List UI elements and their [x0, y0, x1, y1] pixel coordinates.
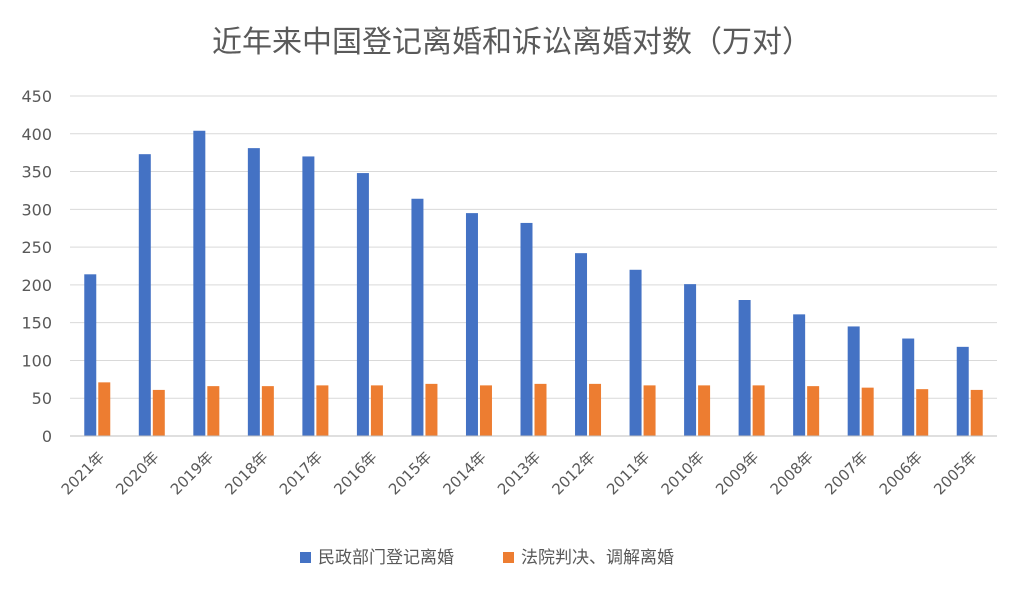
- bar-registered-divorce: [247, 148, 260, 436]
- bar-registered-divorce: [738, 300, 751, 436]
- bar-registered-divorce: [793, 314, 806, 436]
- bar-registered-divorce: [302, 156, 315, 436]
- x-tick-label: 2016年: [330, 448, 380, 498]
- bar-court-divorce: [98, 382, 111, 436]
- bar-registered-divorce: [520, 222, 533, 436]
- x-tick-label: 2020年: [112, 448, 162, 498]
- bar-court-divorce: [479, 385, 492, 436]
- bar-registered-divorce: [193, 130, 206, 436]
- bar-court-divorce: [207, 386, 220, 436]
- y-axis-ticks: 0 50 100 150 200 250 300 350 400 450: [21, 87, 52, 446]
- bar-court-divorce: [752, 385, 765, 436]
- x-tick-label: 2008年: [767, 448, 817, 498]
- bar-court-divorce: [698, 385, 711, 436]
- x-tick-label: 2011年: [603, 448, 653, 498]
- chart-title: 近年来中国登记离婚和诉讼离婚对数（万对）: [212, 25, 812, 60]
- bar-registered-divorce: [629, 269, 642, 436]
- bar-registered-divorce: [575, 253, 588, 436]
- x-tick-label: 2009年: [712, 448, 762, 498]
- x-tick-label: 2006年: [876, 448, 926, 498]
- x-tick-label: 2013年: [494, 448, 544, 498]
- bar-court-divorce: [643, 385, 656, 436]
- y-tick-label: 200: [21, 276, 52, 295]
- legend: 民政部门登记离婚 法院判决、调解离婚: [300, 548, 674, 568]
- gridlines: [70, 95, 997, 399]
- legend-swatch: [300, 552, 311, 563]
- bar-registered-divorce: [356, 173, 369, 437]
- y-tick-label: 100: [21, 351, 52, 370]
- y-tick-label: 0: [42, 427, 52, 446]
- bar-court-divorce: [370, 385, 383, 436]
- bar-court-divorce: [916, 389, 929, 436]
- bar-registered-divorce: [84, 274, 97, 436]
- x-tick-label: 2018年: [221, 448, 271, 498]
- y-tick-label: 50: [32, 389, 52, 408]
- x-tick-label: 2019年: [167, 448, 217, 498]
- y-tick-label: 400: [21, 125, 52, 144]
- bar-court-divorce: [970, 389, 983, 436]
- y-tick-label: 150: [21, 314, 52, 333]
- legend-swatch: [503, 552, 514, 563]
- bar-registered-divorce: [847, 326, 860, 436]
- bar-court-divorce: [425, 383, 438, 436]
- bar-court-divorce: [152, 389, 165, 436]
- x-tick-label: 2007年: [821, 448, 871, 498]
- x-axis: 2021年 2020年 2019年 2018年 2017年 2016年 2015年 2014年…: [58, 435, 997, 498]
- legend-label: 法院判决、调解离婚: [521, 548, 674, 568]
- bar-court-divorce: [316, 385, 329, 436]
- bar-court-divorce: [589, 383, 602, 436]
- bar-court-divorce: [534, 383, 547, 436]
- x-tick-label: 2005年: [930, 448, 980, 498]
- bar-registered-divorce: [411, 198, 424, 436]
- bar-registered-divorce: [956, 346, 969, 436]
- x-tick-label: 2010年: [658, 448, 708, 498]
- y-tick-label: 300: [21, 200, 52, 219]
- x-tick-label: 2014年: [439, 448, 489, 498]
- bars: [84, 130, 983, 437]
- bar-registered-divorce: [902, 338, 915, 436]
- y-tick-label: 250: [21, 238, 52, 257]
- bar-court-divorce: [861, 387, 874, 436]
- x-tick-label: 2017年: [276, 448, 326, 498]
- bar-registered-divorce: [684, 284, 697, 436]
- bar-registered-divorce: [465, 213, 478, 436]
- x-tick-label: 2021年: [58, 448, 108, 498]
- bar-court-divorce: [807, 386, 820, 436]
- y-tick-label: 450: [21, 87, 52, 106]
- bar-registered-divorce: [138, 154, 151, 436]
- x-tick-label: 2012年: [549, 448, 599, 498]
- y-tick-label: 350: [21, 163, 52, 182]
- bar-court-divorce: [261, 386, 274, 436]
- legend-label: 民政部门登记离婚: [318, 548, 454, 568]
- x-tick-label: 2015年: [385, 448, 435, 498]
